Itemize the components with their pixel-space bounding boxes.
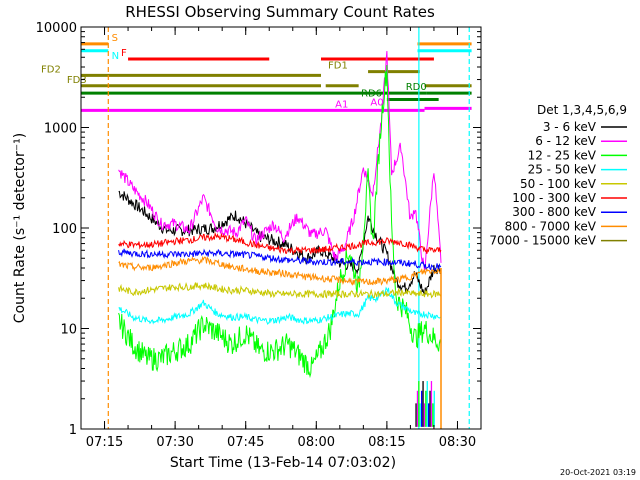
flag-label-s: S — [112, 33, 118, 44]
y-tick-label: 100 — [52, 222, 77, 237]
legend-label-1: 6 - 12 keV — [535, 134, 597, 148]
y-axis-label: Count Rate (s⁻¹ detector⁻¹) — [12, 133, 28, 323]
x-tick-label: 07:45 — [227, 435, 264, 450]
series-layer — [118, 50, 442, 429]
flag-label-rd6: RD6 — [361, 88, 382, 99]
legend-label-4: 50 - 100 keV — [520, 177, 597, 191]
y-tick-label: 1000 — [44, 122, 77, 137]
legend-label-2: 12 - 25 keV — [528, 148, 597, 162]
vline-layer — [107, 27, 470, 429]
legend-label-7: 800 - 7000 keV — [505, 219, 597, 233]
flag-label-a1: A1 — [335, 99, 348, 110]
legend-label-6: 300 - 800 keV — [512, 205, 596, 219]
y-tick-label: 1 — [69, 423, 77, 438]
series-line-3 — [118, 286, 442, 325]
legend-label-5: 100 - 300 keV — [512, 191, 596, 205]
series-line-0 — [118, 190, 442, 297]
y-tick-label: 10 — [60, 323, 77, 338]
series-line-4 — [118, 281, 442, 299]
flag-label-rd0: RD0 — [406, 82, 427, 93]
legend-label-8: 7000 - 15000 keV — [489, 234, 596, 248]
flag-label-fd2: FD2 — [41, 64, 61, 75]
series-line-7 — [118, 255, 442, 286]
flag-label-fd3: FD3 — [67, 75, 87, 86]
flag-label-f: F — [121, 48, 127, 59]
series-line-6 — [118, 248, 442, 271]
series-line-5 — [118, 231, 442, 256]
x-tick-label: 08:15 — [368, 435, 405, 450]
timestamp: 20-Oct-2021 03:19 — [560, 468, 636, 477]
x-tick-label: 08:00 — [298, 435, 335, 450]
flag-label-a0: A0 — [370, 97, 383, 108]
plot-area — [81, 27, 472, 429]
x-tick-label: 07:15 — [86, 435, 123, 450]
legend-label-3: 25 - 50 keV — [528, 163, 597, 177]
x-axis-label: Start Time (13-Feb-14 07:03:02) — [170, 455, 396, 471]
axes: 07:15 07:30 07:45 08:00 08:15 08:30 1 10 100 1000… — [36, 21, 482, 450]
x-tick-label: 08:30 — [439, 435, 476, 450]
flag-label-fd1: FD1 — [328, 61, 348, 72]
chart-title: RHESSI Observing Summary Count Rates — [125, 3, 435, 21]
x-tick-label: 07:30 — [156, 435, 193, 450]
legend-title: Det 1,3,4,5,6,9 — [537, 103, 627, 117]
flag-label-n: N — [112, 51, 119, 62]
flag-layer — [81, 42, 472, 112]
legend-label-0: 3 - 6 keV — [543, 120, 597, 134]
series-line-1 — [118, 50, 442, 271]
series-line-2 — [118, 64, 442, 379]
y-tick-label: 10000 — [36, 21, 77, 36]
